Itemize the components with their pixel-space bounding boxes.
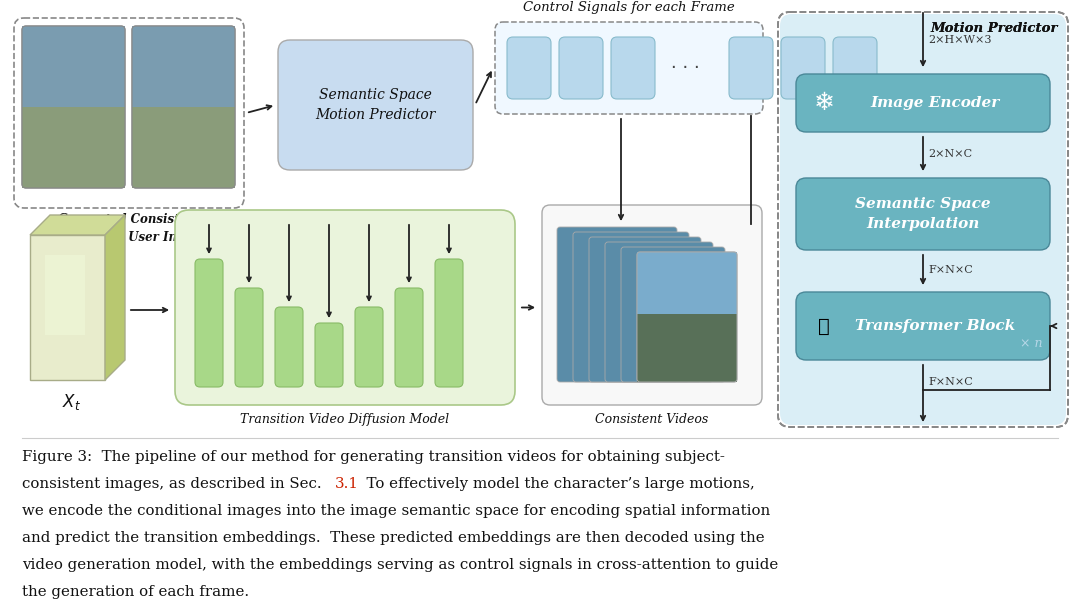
FancyBboxPatch shape <box>557 227 677 382</box>
FancyBboxPatch shape <box>435 259 463 387</box>
Text: ❄: ❄ <box>813 91 835 115</box>
Polygon shape <box>30 235 105 380</box>
Text: Control Signals for each Frame: Control Signals for each Frame <box>523 1 734 14</box>
Text: Semantic Space
Motion Predictor: Semantic Space Motion Predictor <box>315 88 435 122</box>
Text: Semantic Space
Interpolation: Semantic Space Interpolation <box>855 197 990 231</box>
FancyBboxPatch shape <box>833 37 877 99</box>
Text: $X_t$: $X_t$ <box>63 392 81 412</box>
Text: 2×N×C: 2×N×C <box>928 149 972 159</box>
FancyBboxPatch shape <box>781 37 825 99</box>
Text: 2×H×W×3: 2×H×W×3 <box>928 35 991 45</box>
FancyBboxPatch shape <box>14 18 244 208</box>
Text: · · ·: · · · <box>671 59 700 77</box>
Text: 🔥: 🔥 <box>819 317 829 335</box>
FancyBboxPatch shape <box>175 210 515 405</box>
Polygon shape <box>105 215 125 380</box>
Bar <box>22 26 125 107</box>
Text: we encode the conditional images into the image semantic space for encoding spat: we encode the conditional images into th… <box>22 504 770 518</box>
Text: the generation of each frame.: the generation of each frame. <box>22 585 249 599</box>
FancyBboxPatch shape <box>395 288 423 387</box>
Text: 3.1: 3.1 <box>335 477 359 491</box>
Bar <box>132 26 235 107</box>
Bar <box>45 255 85 335</box>
FancyBboxPatch shape <box>796 74 1050 132</box>
FancyBboxPatch shape <box>796 178 1050 250</box>
FancyBboxPatch shape <box>315 323 343 387</box>
FancyBboxPatch shape <box>559 37 603 99</box>
FancyBboxPatch shape <box>195 259 222 387</box>
Text: Motion Predictor: Motion Predictor <box>931 22 1058 35</box>
FancyBboxPatch shape <box>495 22 762 114</box>
Text: Transformer Block: Transformer Block <box>855 319 1015 333</box>
Text: F×N×C: F×N×C <box>928 265 973 275</box>
FancyBboxPatch shape <box>780 14 1066 425</box>
FancyBboxPatch shape <box>573 232 689 382</box>
Text: and predict the transition embeddings.  These predicted embeddings are then deco: and predict the transition embeddings. T… <box>22 531 765 545</box>
FancyBboxPatch shape <box>22 26 125 188</box>
Text: F×N×C: F×N×C <box>928 377 973 387</box>
FancyBboxPatch shape <box>355 307 383 387</box>
FancyBboxPatch shape <box>589 237 701 382</box>
Text: video generation model, with the embeddings serving as control signals in cross-: video generation model, with the embeddi… <box>22 558 779 572</box>
Text: consistent images, as described in Sec.: consistent images, as described in Sec. <box>22 477 326 491</box>
Bar <box>637 314 737 382</box>
FancyBboxPatch shape <box>278 40 473 170</box>
FancyBboxPatch shape <box>605 242 713 382</box>
FancyBboxPatch shape <box>796 292 1050 360</box>
FancyBboxPatch shape <box>275 307 303 387</box>
Bar <box>22 107 125 188</box>
FancyBboxPatch shape <box>132 26 235 188</box>
FancyBboxPatch shape <box>637 252 737 382</box>
FancyBboxPatch shape <box>611 37 654 99</box>
Text: Motion Predictor: Motion Predictor <box>931 22 1058 35</box>
Bar <box>132 107 235 188</box>
FancyBboxPatch shape <box>507 37 551 99</box>
Text: Figure 3:  The pipeline of our method for generating transition videos for obtai: Figure 3: The pipeline of our method for… <box>22 450 725 464</box>
Text: Consistent Videos: Consistent Videos <box>595 413 708 426</box>
FancyBboxPatch shape <box>729 37 773 99</box>
Bar <box>637 252 737 314</box>
FancyBboxPatch shape <box>542 205 762 405</box>
Text: Image Encoder: Image Encoder <box>870 96 1000 110</box>
Text: To effectively model the character’s large motions,: To effectively model the character’s lar… <box>357 477 755 491</box>
FancyBboxPatch shape <box>235 288 264 387</box>
Text: Transition Video Diffusion Model: Transition Video Diffusion Model <box>241 413 449 426</box>
Polygon shape <box>30 215 125 235</box>
FancyBboxPatch shape <box>621 247 725 382</box>
Text: × n: × n <box>1020 337 1042 350</box>
Text: Generated Consistent
Images or User Input: Generated Consistent Images or User Inpu… <box>57 213 201 244</box>
